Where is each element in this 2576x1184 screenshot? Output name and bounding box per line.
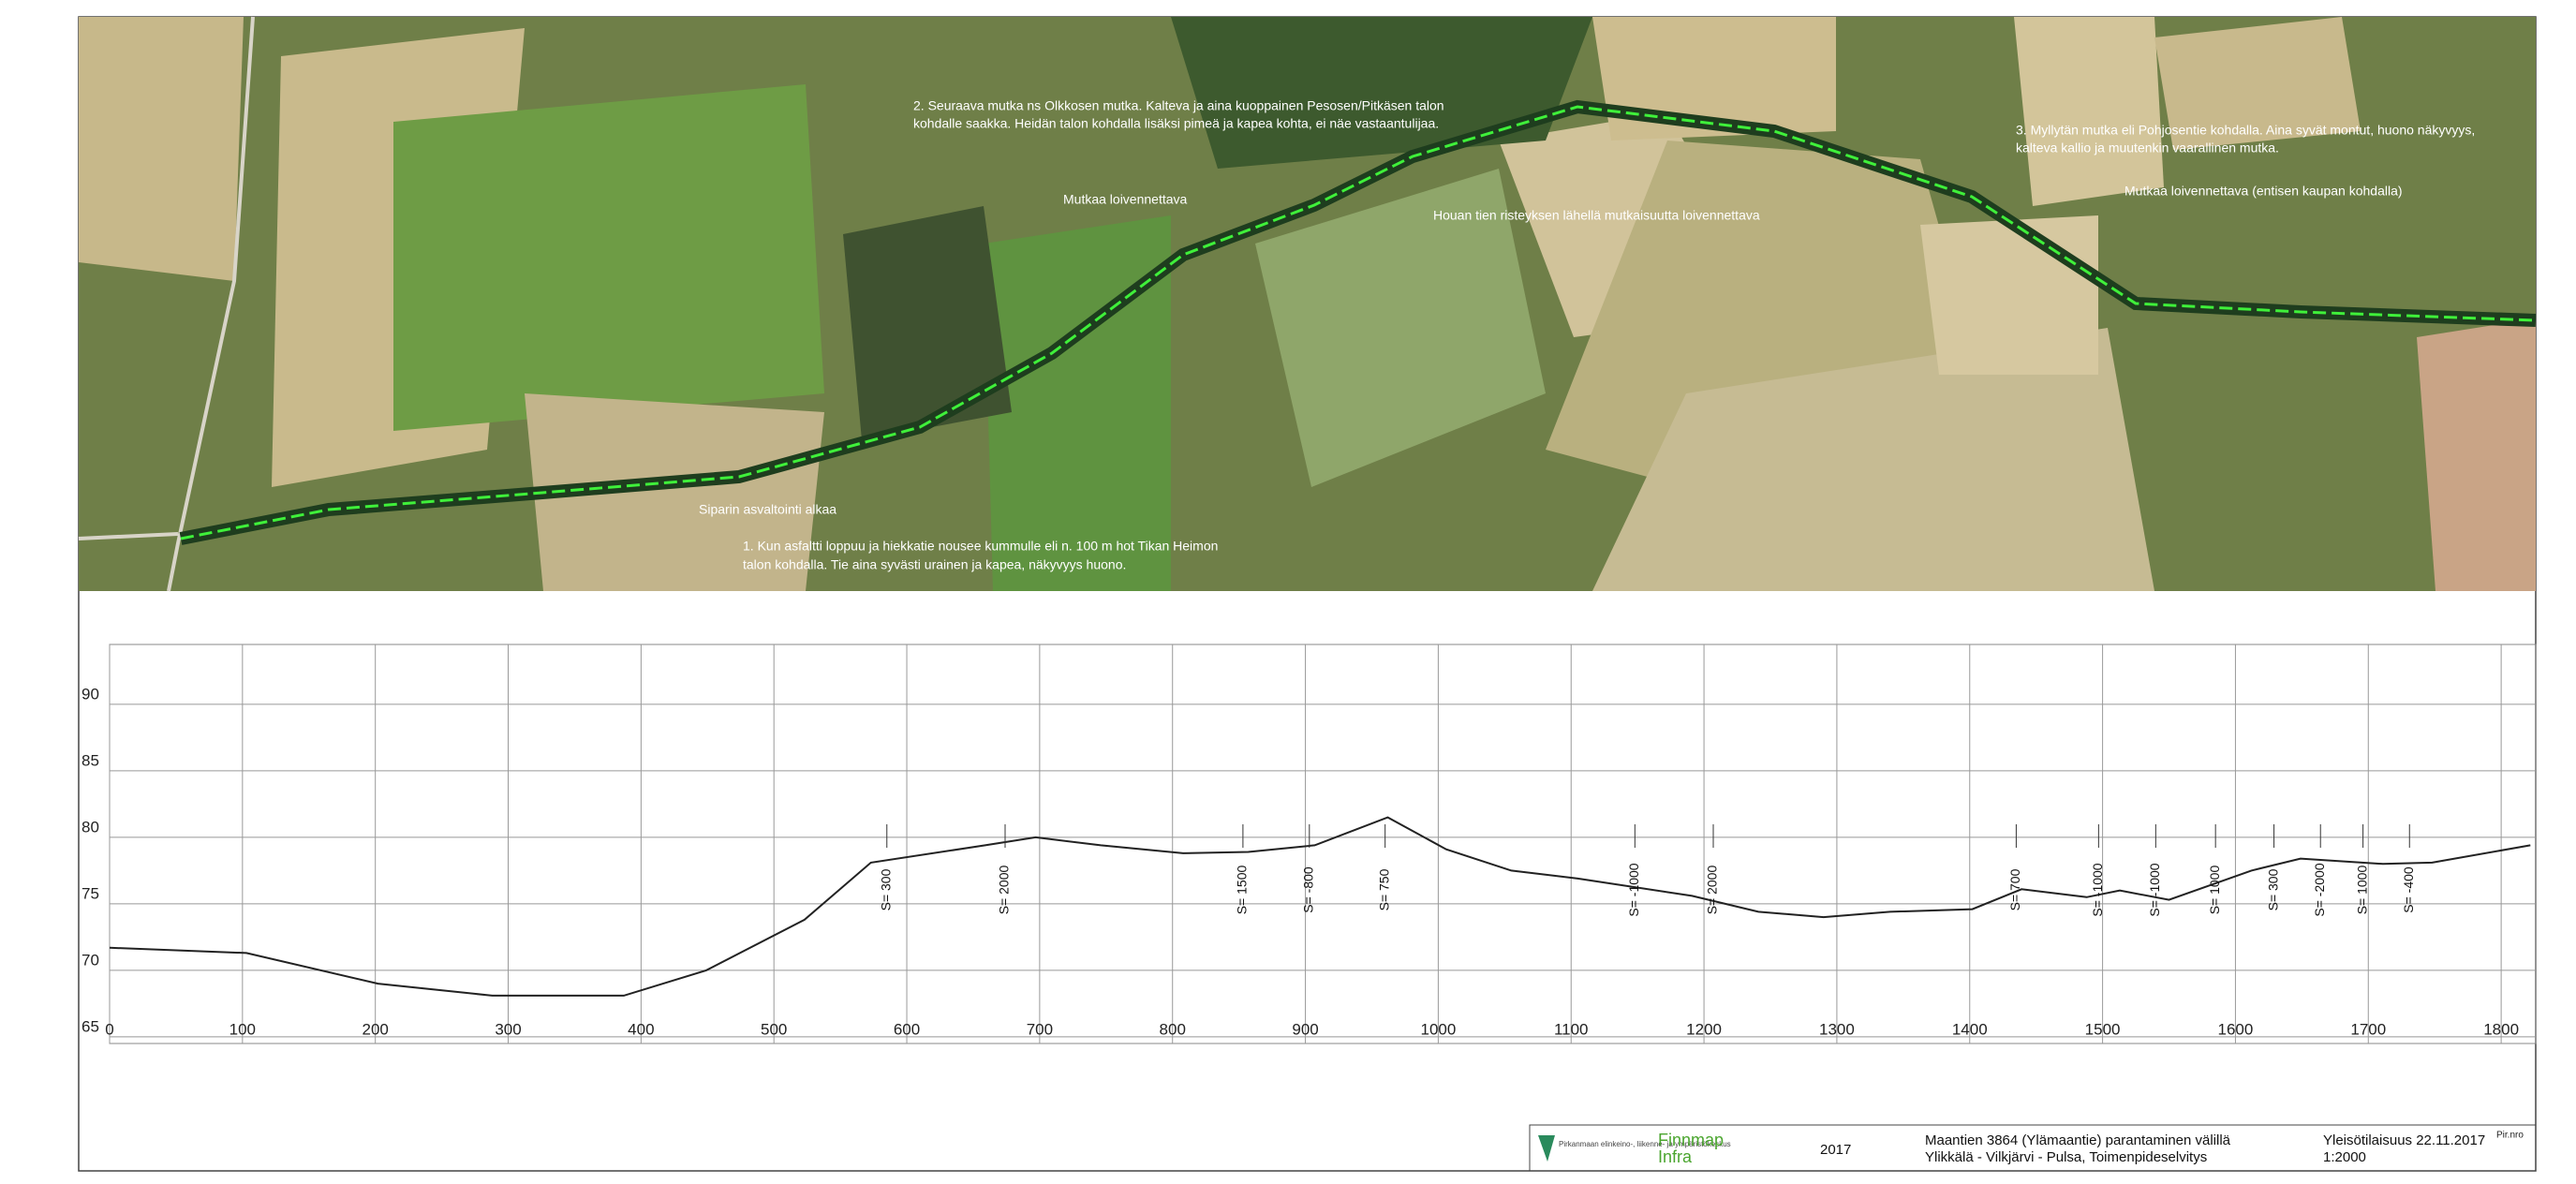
y-tick-label: 65 [81,1017,99,1035]
y-tick-label: 90 [81,685,99,703]
annotation: talon kohdalla. Tie aina syvästi urainen… [743,557,1126,572]
x-tick-label: 700 [1027,1020,1053,1038]
vertical-curve-label: S= -1000 [1626,863,1641,916]
logo [1538,1135,1555,1162]
vertical-curve-label: S= 750 [1376,868,1391,910]
x-tick-label: 1800 [2483,1020,2519,1038]
x-tick-label: 500 [761,1020,787,1038]
annotation: 1. Kun asfaltti loppuu ja hiekkatie nous… [743,539,1218,554]
vertical-curve-label: S= -400 [2401,866,2416,913]
annotation: Mutkaa loivennettava (entisen kaupan koh… [2124,184,2403,199]
company: Infra [1658,1147,1693,1166]
field [2154,17,2361,150]
x-tick-label: 1700 [2350,1020,2386,1038]
aerial-map: 2. Seuraava mutka ns Olkkosen mutka. Kal… [78,16,2537,592]
vertical-curve-label: S= 2000 [1705,866,1720,915]
field [393,84,824,431]
x-tick-label: 1500 [2085,1020,2121,1038]
field [525,393,824,591]
x-tick-label: 0 [105,1020,113,1038]
vertical-curve-label: S= 300 [2265,868,2280,910]
vertical-curve-label: S= 1500 [1235,866,1250,915]
x-tick-label: 100 [229,1020,256,1038]
side-road [78,532,179,540]
y-tick-label: 80 [81,818,99,836]
annotation: kalteva kallio ja muutenkin vaarallinen … [2016,141,2279,155]
vertical-curve-label: S= 2000 [997,866,1012,915]
ground-profile [109,816,2531,997]
field [1592,328,2154,591]
x-tick-label: 1300 [1819,1020,1855,1038]
vertical-curve-label: S= 300 [878,868,893,910]
vertical-curve-label: S= 700 [2007,868,2022,910]
field [1920,215,2098,375]
annotation: Houan tien risteyksen lähellä mutkaisuut… [1433,208,1760,223]
project-title: Maantien 3864 (Ylämaantie) parantaminen … [1925,1132,2231,1148]
x-tick-label: 1100 [1554,1020,1589,1038]
x-tick-label: 1400 [1952,1020,1988,1038]
vertical-curve-label: S= -2000 [2312,863,2327,916]
y-tick-label: 75 [81,884,99,902]
x-tick-label: 300 [495,1020,521,1038]
project-title: Ylikkälä - Vilkjärvi - Pulsa, Toimenpide… [1925,1149,2207,1165]
clearing [2417,318,2536,591]
x-tick-label: 1000 [1420,1020,1456,1038]
road-centerline [180,105,2537,540]
x-tick-label: 800 [1160,1020,1186,1038]
vertical-curve-label: S= 1000 [2207,866,2222,915]
field [1255,169,1546,487]
field [2014,17,2164,206]
vertical-curve-label: S= 1000 [2354,866,2369,915]
field [984,215,1171,591]
annotation: kohdalle saakka. Heidän talon kohdalla l… [913,116,1439,131]
annotation: 2. Seuraava mutka ns Olkkosen mutka. Kal… [913,98,1444,113]
annotation: Siparin asvaltointi alkaa [699,502,836,517]
x-tick-label: 900 [1292,1020,1318,1038]
y-tick-label: 70 [81,951,99,969]
annotation: 3. Myllytän mutka eli Pohjosentie kohdal… [2016,123,2475,138]
title-block: Pirkanmaan elinkeino-, liikenne- ja ympä… [1529,1124,2537,1172]
vertical-curve-label: S= -800 [1301,866,1316,913]
company: Finnmap [1658,1131,1724,1149]
x-tick-label: 1600 [2218,1020,2254,1038]
agency: Pirkanmaan elinkeino-, liikenne- ja ympä… [1559,1140,1731,1148]
x-tick-label: 600 [894,1020,920,1038]
forest [843,206,1012,440]
side-road [167,16,255,592]
annotation: Mutkaa loivennettava [1063,192,1188,207]
vertical-curve-label: S= -1000 [2090,863,2105,916]
y-tick-label: 85 [81,751,99,769]
event: Yleisötilaisuus 22.11.2017 [2323,1132,2485,1148]
vertical-curve-label: S= -1000 [2147,863,2162,916]
scale: 1:2000 [2323,1149,2366,1165]
title-block-frame [1529,1124,2537,1172]
x-tick-label: 200 [362,1020,388,1038]
plan-number: Pir.nro [2496,1131,2524,1141]
x-tick-label: 400 [628,1020,654,1038]
field [79,17,244,281]
year: 2017 [1820,1142,1851,1158]
x-tick-label: 1200 [1686,1020,1722,1038]
